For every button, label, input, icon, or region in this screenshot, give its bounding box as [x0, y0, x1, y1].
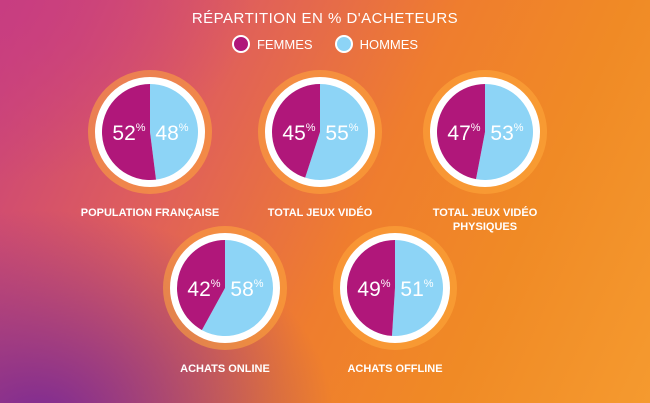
pie-value-hommes: 53% [490, 122, 523, 145]
pie-value-hommes: 48% [155, 122, 188, 145]
pie-slice-femmes [177, 240, 225, 331]
legend-item-hommes: HOMMES [334, 35, 419, 53]
pie-slice-hommes [391, 240, 443, 336]
pie-slice-hommes [150, 84, 199, 180]
pie-value-hommes: 51% [400, 278, 433, 301]
pie-slice-femmes [272, 84, 320, 178]
pie-label: ACHATS ONLINE [180, 363, 270, 375]
legend-swatch-femmes [231, 35, 250, 53]
pie-value-femmes: 52% [112, 122, 145, 145]
pie-label: TOTAL JEUX VIDÉO [433, 206, 538, 219]
pie-chart-4: 42% 58% ACHATS ONLINE [163, 226, 287, 375]
pie-slice-hommes [305, 84, 369, 180]
pie-value-femmes: 45% [282, 122, 315, 145]
pie-value-femmes: 42% [187, 278, 220, 301]
pie-slice-hommes [476, 84, 533, 180]
pie-chart-3: 47% 53% TOTAL JEUX VIDÉO PHYSIQUES [423, 70, 547, 233]
pie-chart-2: 45% 55% TOTAL JEUX VIDÉO [258, 70, 382, 219]
legend-label-femmes: FEMMES [256, 36, 313, 52]
pie-slice-femmes [437, 84, 485, 180]
chart-title: RÉPARTITION EN % D'ACHETEURS [191, 10, 459, 27]
pie-chart-5: 49% 51% ACHATS OFFLINE [333, 226, 457, 375]
legend-swatch-hommes [334, 35, 353, 53]
pie-slice-hommes [201, 240, 274, 336]
legend-label-hommes: HOMMES [359, 36, 419, 52]
pie-label: POPULATION FRANÇAISE [81, 207, 220, 219]
pie-value-femmes: 47% [447, 122, 480, 145]
pie-chart-1: 52% 48% POPULATION FRANÇAISE [81, 70, 220, 219]
pie-slice-femmes [102, 84, 157, 180]
pie-value-femmes: 49% [357, 278, 390, 301]
pie-label: TOTAL JEUX VIDÉO [268, 206, 373, 219]
pie-label: ACHATS OFFLINE [347, 363, 442, 375]
pie-label: PHYSIQUES [453, 221, 517, 233]
pie-value-hommes: 58% [230, 278, 263, 301]
pie-value-hommes: 55% [325, 122, 358, 145]
legend-item-femmes: FEMMES [231, 35, 313, 53]
legend: FEMMES HOMMES [0, 35, 650, 53]
pie-slice-femmes [346, 240, 395, 336]
